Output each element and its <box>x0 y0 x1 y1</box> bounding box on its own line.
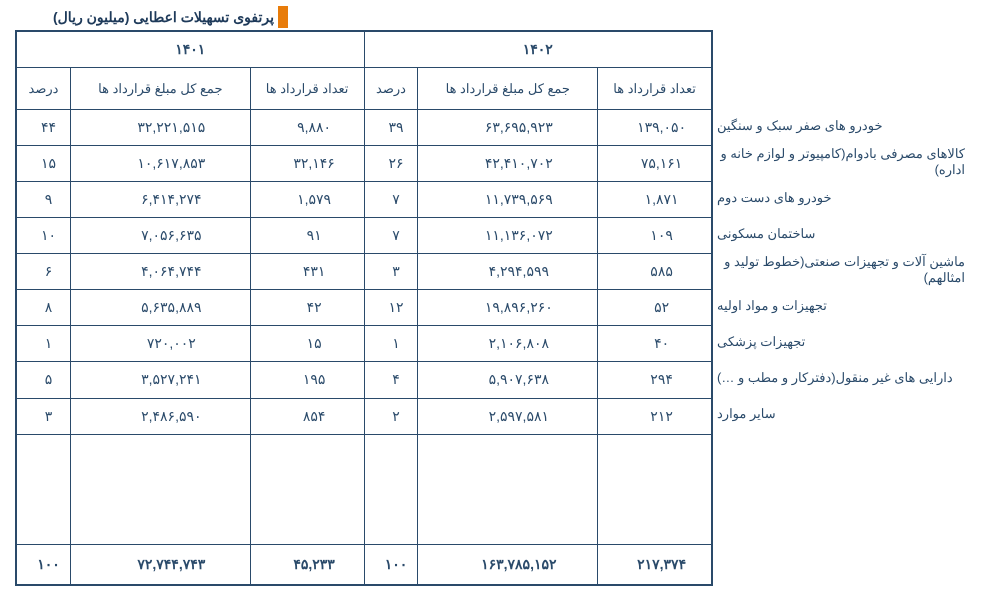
cell-y1-amount: ۱۱,۷۳۹,۵۶۹ <box>418 182 598 218</box>
cell-y2-count: ۴۳۱ <box>250 254 364 290</box>
cell-y2-pct: ۴۴ <box>17 110 71 146</box>
cell-y2-pct: ۳ <box>17 398 71 434</box>
table-row: ۵۸۵۴,۲۹۴,۵۹۹۳۴۳۱۴,۰۶۴,۷۴۴۶ <box>17 254 712 290</box>
cell-y1-pct: ۲ <box>364 398 418 434</box>
cell-y2-amount: ۷۲۰,۰۰۲ <box>70 326 250 362</box>
cell-y1-pct: ۱۲ <box>364 290 418 326</box>
cell-y1-pct: ۴ <box>364 362 418 398</box>
row-label: تجهیزات پزشکی <box>713 324 965 360</box>
table-row: ۷۵,۱۶۱۴۲,۴۱۰,۷۰۲۲۶۳۲,۱۴۶۱۰,۶۱۷,۸۵۳۱۵ <box>17 146 712 182</box>
total-y2-pct: ۱۰۰ <box>17 544 71 584</box>
cell-y2-amount: ۲,۴۸۶,۵۹۰ <box>70 398 250 434</box>
year-header-1402: ۱۴۰۲ <box>364 32 711 68</box>
title-bar: پرتفوی تسهیلات اعطایی (میلیون ریال) <box>0 6 288 28</box>
cell-y2-count: ۳۲,۱۴۶ <box>250 146 364 182</box>
accent-box <box>278 6 288 28</box>
cell-y2-amount: ۵,۶۳۵,۸۸۹ <box>70 290 250 326</box>
cell-y1-count: ۷۵,۱۶۱ <box>598 146 712 182</box>
cell-y2-pct: ۱ <box>17 326 71 362</box>
cell-y2-count: ۱۹۵ <box>250 362 364 398</box>
year-header-1401: ۱۴۰۱ <box>17 32 365 68</box>
total-y1-count: ۲۱۷,۳۷۴ <box>598 544 712 584</box>
col-pct-1401: درصد <box>17 68 71 110</box>
table-body: ۱۳۹,۰۵۰۶۳,۶۹۵,۹۲۳۳۹۹,۸۸۰۳۲,۲۲۱,۵۱۵۴۴۷۵,۱… <box>17 110 712 585</box>
cell-y2-pct: ۶ <box>17 254 71 290</box>
cell-y1-count: ۵۲ <box>598 290 712 326</box>
cell-y1-count: ۲۹۴ <box>598 362 712 398</box>
cell-y2-amount: ۴,۰۶۴,۷۴۴ <box>70 254 250 290</box>
page-title: پرتفوی تسهیلات اعطایی (میلیون ریال) <box>53 9 274 26</box>
total-y2-amount: ۷۲,۷۴۴,۷۴۳ <box>70 544 250 584</box>
cell-y1-amount: ۵,۹۰۷,۶۳۸ <box>418 362 598 398</box>
cell-y2-pct: ۱۰ <box>17 218 71 254</box>
table-row: ۱,۸۷۱۱۱,۷۳۹,۵۶۹۷۱,۵۷۹۶,۴۱۴,۲۷۴۹ <box>17 182 712 218</box>
cell-y1-amount: ۱۹,۸۹۶,۲۶۰ <box>418 290 598 326</box>
data-table: ۱۴۰۲ ۱۴۰۱ تعداد قرارداد ها جمع کل مبلغ ق… <box>16 31 712 585</box>
data-table-wrapper: ۱۴۰۲ ۱۴۰۱ تعداد قرارداد ها جمع کل مبلغ ق… <box>15 30 713 586</box>
cell-y2-count: ۱۵ <box>250 326 364 362</box>
spacer-row <box>17 434 712 544</box>
table-row: ۴۰۲,۱۰۶,۸۰۸۱۱۵۷۲۰,۰۰۲۱ <box>17 326 712 362</box>
row-label: تجهیزات و مواد اولیه <box>713 288 965 324</box>
cell-y2-count: ۱,۵۷۹ <box>250 182 364 218</box>
row-label: ساختمان مسکونی <box>713 216 965 252</box>
cell-y2-pct: ۹ <box>17 182 71 218</box>
total-y1-amount: ۱۶۳,۷۸۵,۱۵۲ <box>418 544 598 584</box>
row-label: خودرو های صفر سبک و سنگین <box>713 108 965 144</box>
cell-y2-amount: ۳,۵۲۷,۲۴۱ <box>70 362 250 398</box>
cell-y1-amount: ۲,۱۰۶,۸۰۸ <box>418 326 598 362</box>
row-labels-column: خودرو های صفر سبک و سنگین کالاهای مصرفی … <box>713 30 973 586</box>
cell-y1-pct: ۲۶ <box>364 146 418 182</box>
cell-y2-count: ۹۱ <box>250 218 364 254</box>
table-row: ۱۰۹۱۱,۱۳۶,۰۷۲۷۹۱۷,۰۵۶,۶۳۵۱۰ <box>17 218 712 254</box>
col-count-1402: تعداد قرارداد ها <box>598 68 712 110</box>
cell-y1-amount: ۴۲,۴۱۰,۷۰۲ <box>418 146 598 182</box>
cell-y2-count: ۸۵۴ <box>250 398 364 434</box>
col-amount-1401: جمع کل مبلغ قرارداد ها <box>70 68 250 110</box>
cell-y2-pct: ۱۵ <box>17 146 71 182</box>
cell-y2-amount: ۷,۰۵۶,۶۳۵ <box>70 218 250 254</box>
table-row: ۲۱۲۲,۵۹۷,۵۸۱۲۸۵۴۲,۴۸۶,۵۹۰۳ <box>17 398 712 434</box>
cell-y1-pct: ۷ <box>364 182 418 218</box>
cell-y2-count: ۹,۸۸۰ <box>250 110 364 146</box>
cell-y1-count: ۵۸۵ <box>598 254 712 290</box>
cell-y2-amount: ۶,۴۱۴,۲۷۴ <box>70 182 250 218</box>
cell-y2-pct: ۸ <box>17 290 71 326</box>
cell-y1-count: ۱۰۹ <box>598 218 712 254</box>
cell-y2-pct: ۵ <box>17 362 71 398</box>
table-row: ۱۳۹,۰۵۰۶۳,۶۹۵,۹۲۳۳۹۹,۸۸۰۳۲,۲۲۱,۵۱۵۴۴ <box>17 110 712 146</box>
cell-y1-amount: ۱۱,۱۳۶,۰۷۲ <box>418 218 598 254</box>
cell-y1-amount: ۲,۵۹۷,۵۸۱ <box>418 398 598 434</box>
row-label: دارایی های غیر منقول(دفترکار و مطب و …) <box>713 360 965 396</box>
row-label: ماشین آلات و تجهیزات صنعتی(خطوط تولید و … <box>713 252 965 288</box>
table-row: ۲۹۴۵,۹۰۷,۶۳۸۴۱۹۵۳,۵۲۷,۲۴۱۵ <box>17 362 712 398</box>
row-label: کالاهای مصرفی بادوام(کامپیوتر و لوازم خا… <box>713 144 965 180</box>
cell-y1-pct: ۳۹ <box>364 110 418 146</box>
total-y2-count: ۴۵,۲۳۳ <box>250 544 364 584</box>
cell-y2-amount: ۳۲,۲۲۱,۵۱۵ <box>70 110 250 146</box>
cell-y2-amount: ۱۰,۶۱۷,۸۵۳ <box>70 146 250 182</box>
content-container: خودرو های صفر سبک و سنگین کالاهای مصرفی … <box>15 30 973 586</box>
cell-y1-count: ۱,۸۷۱ <box>598 182 712 218</box>
total-row: ۲۱۷,۳۷۴۱۶۳,۷۸۵,۱۵۲۱۰۰۴۵,۲۳۳۷۲,۷۴۴,۷۴۳۱۰۰ <box>17 544 712 584</box>
col-amount-1402: جمع کل مبلغ قرارداد ها <box>418 68 598 110</box>
cell-y1-count: ۱۳۹,۰۵۰ <box>598 110 712 146</box>
cell-y2-count: ۴۲ <box>250 290 364 326</box>
cell-y1-count: ۲۱۲ <box>598 398 712 434</box>
cell-y1-pct: ۳ <box>364 254 418 290</box>
col-pct-1402: درصد <box>364 68 418 110</box>
row-label: سایر موارد <box>713 396 965 432</box>
cell-y1-count: ۴۰ <box>598 326 712 362</box>
total-y1-pct: ۱۰۰ <box>364 544 418 584</box>
cell-y1-pct: ۷ <box>364 218 418 254</box>
row-label: خودرو های دست دوم <box>713 180 965 216</box>
table-row: ۵۲۱۹,۸۹۶,۲۶۰۱۲۴۲۵,۶۳۵,۸۸۹۸ <box>17 290 712 326</box>
col-count-1401: تعداد قرارداد ها <box>250 68 364 110</box>
cell-y1-pct: ۱ <box>364 326 418 362</box>
cell-y1-amount: ۶۳,۶۹۵,۹۲۳ <box>418 110 598 146</box>
cell-y1-amount: ۴,۲۹۴,۵۹۹ <box>418 254 598 290</box>
